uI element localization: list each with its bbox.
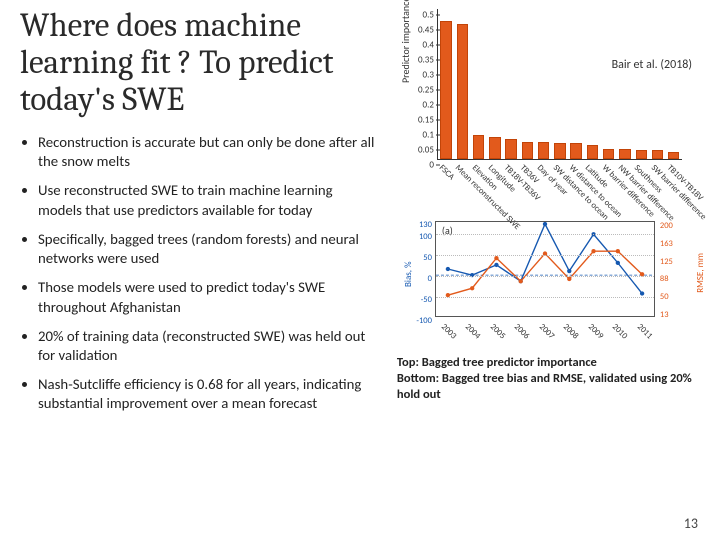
- line-ytick-left: 130: [408, 220, 432, 230]
- bar-chart-ylabel: Predictor importance: [399, 0, 412, 83]
- bar: [440, 21, 451, 159]
- line-chart-area: (a) -100-5005010013013508812516320020032…: [435, 221, 655, 317]
- bullet-item: Reconstruction is accurate but can only …: [38, 133, 379, 171]
- slide: Where does machine learning fit ? To pre…: [0, 0, 720, 540]
- line-chart-right-label: RMSE, mm: [695, 253, 706, 293]
- line-ytick-right: 50: [660, 292, 669, 302]
- bar: [668, 152, 679, 159]
- bar-ytick: 0.45: [412, 24, 434, 35]
- line-ytick-left: 100: [408, 232, 432, 242]
- bar: [619, 149, 630, 159]
- bar: [522, 142, 533, 159]
- line-xlabel: 2008: [561, 322, 580, 341]
- line-xlabel: 2007: [537, 322, 556, 341]
- bullet-item: Those models were used to predict today'…: [38, 278, 379, 316]
- bullet-item: Nash-Sutcliffe efficiency is 0.68 for al…: [38, 375, 379, 413]
- bar: [538, 142, 549, 159]
- bullet-item: Use reconstructed SWE to train machine l…: [38, 181, 379, 219]
- page-number: 13: [684, 515, 698, 532]
- bar-ytick: 0: [412, 159, 434, 170]
- line-ytick-left: -50: [408, 295, 432, 305]
- slide-title: Where does machine learning fit ? To pre…: [20, 8, 400, 119]
- bar-chart: Predictor importance 00.050.10.150.20.25…: [401, 3, 691, 203]
- bar: [554, 143, 565, 159]
- bullets-list: Reconstruction is accurate but can only …: [20, 133, 379, 414]
- line-ytick-left: -100: [408, 316, 432, 326]
- caption-bottom: Bottom: Bagged tree bias and RMSE, valid…: [397, 371, 692, 402]
- line-xlabel: 2011: [635, 322, 654, 341]
- bar-ytick: 0.2: [412, 99, 434, 110]
- caption-top: Top: Bagged tree predictor importance: [397, 355, 597, 370]
- line-ytick-right: 88: [660, 274, 669, 284]
- content-row: Reconstruction is accurate but can only …: [20, 133, 700, 424]
- line-ytick-left: 50: [408, 253, 432, 263]
- bar: [636, 150, 647, 158]
- bar-ytick: 0.3: [412, 69, 434, 80]
- bullets-column: Reconstruction is accurate but can only …: [20, 133, 379, 424]
- bar-ytick: 0.15: [412, 114, 434, 125]
- line-xlabel: 2010: [610, 322, 629, 341]
- line-xlabel: 2004: [463, 322, 482, 341]
- line-ytick-right: 163: [660, 239, 673, 249]
- line-ytick-right: 125: [660, 257, 673, 267]
- bar-ytick: 0.5: [412, 9, 434, 20]
- bar: [489, 137, 500, 159]
- bar-chart-area: 00.050.10.150.20.250.30.350.40.450.5FSCA…: [437, 9, 682, 160]
- bullet-item: 20% of training data (reconstructed SWE)…: [38, 327, 379, 365]
- bar-ytick: 0.1: [412, 129, 434, 140]
- bullet-item: Specifically, bagged trees (random fores…: [38, 230, 379, 268]
- line-xlabel: 2009: [586, 322, 605, 341]
- bar-ytick: 0.05: [412, 144, 434, 155]
- bar-ytick: 0.25: [412, 84, 434, 95]
- bar: [587, 145, 598, 159]
- line-xlabel: 2005: [488, 322, 507, 341]
- line-ytick-right: 200: [660, 221, 673, 231]
- bar: [473, 135, 484, 158]
- line-ytick-right: 13: [660, 310, 669, 320]
- figures-column: Predictor importance 00.050.10.150.20.25…: [391, 133, 700, 424]
- figure-caption: Top: Bagged tree predictor importance Bo…: [397, 355, 700, 404]
- line-chart: Bias, % RMSE, mm (a) -100-50050100130135…: [401, 217, 691, 347]
- bar-ytick: 0.35: [412, 54, 434, 65]
- bar: [603, 149, 614, 159]
- bar: [652, 150, 663, 158]
- bar-xlabel: FSCA: [437, 163, 456, 182]
- line-ytick-left: 0: [408, 274, 432, 284]
- bar: [570, 143, 581, 159]
- bar-ytick: 0.4: [412, 39, 434, 50]
- line-xlabel: 2006: [512, 322, 531, 341]
- bar: [457, 24, 468, 159]
- line-xlabel: 2003: [439, 322, 458, 341]
- bar: [505, 139, 516, 159]
